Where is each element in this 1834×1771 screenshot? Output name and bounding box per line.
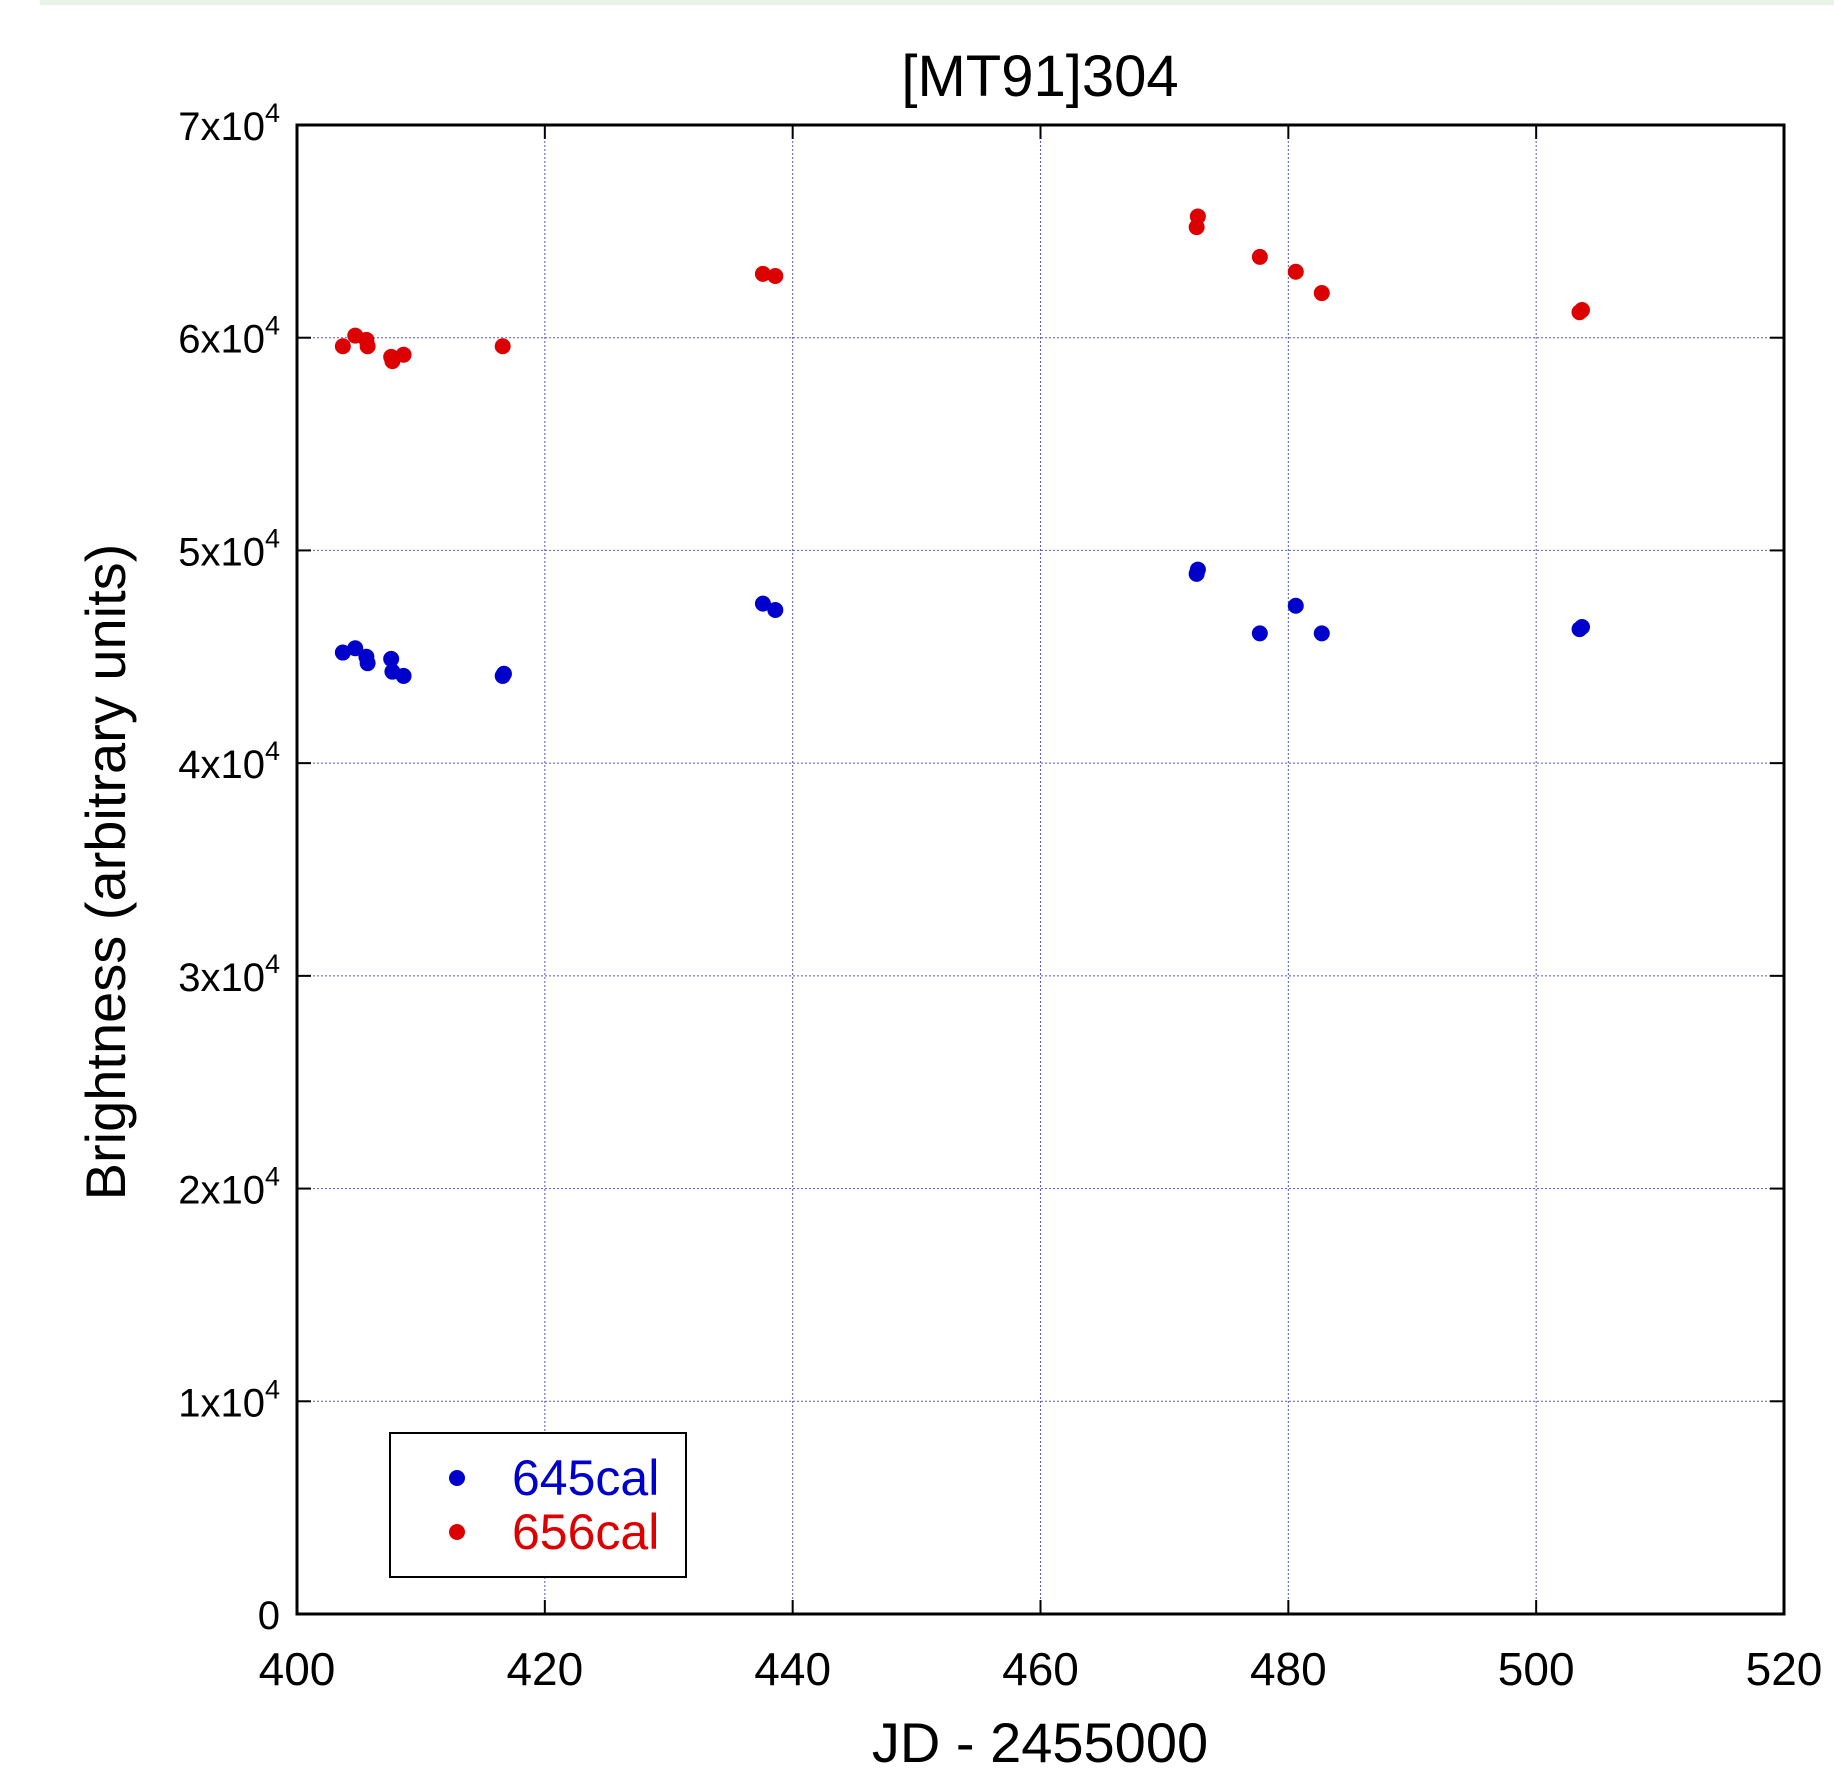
- data-point-645cal: [495, 665, 512, 682]
- data-point-645cal: [1313, 625, 1330, 642]
- data-points: [334, 208, 1591, 684]
- y-tick-label: 5x104: [178, 523, 280, 574]
- x-tick-label: 440: [754, 1643, 831, 1695]
- y-tick-label: 4x104: [178, 736, 280, 787]
- data-point-656cal: [494, 338, 511, 355]
- data-point-656cal: [395, 346, 412, 363]
- data-point-656cal: [1189, 208, 1206, 225]
- data-point-656cal: [1574, 302, 1591, 319]
- legend-marker: [449, 1524, 465, 1540]
- grid-lines: [297, 125, 1784, 1614]
- y-tick-label: 7x104: [178, 98, 280, 149]
- x-tick-label: 500: [1498, 1643, 1575, 1695]
- data-point-645cal: [767, 601, 784, 618]
- legend-box: [389, 1432, 687, 1578]
- chart-title: [MT91]304: [901, 44, 1178, 109]
- y-tick-label: 3x104: [178, 949, 280, 1000]
- x-tick-label: 400: [259, 1643, 336, 1695]
- data-point-645cal: [359, 655, 376, 672]
- data-point-645cal: [1189, 561, 1206, 578]
- top-band: [40, 0, 1834, 5]
- data-point-645cal: [1287, 597, 1304, 614]
- tick-labels: 400 420 440 460 480 500 520 0 1x104 2x104 3x104 4x1…: [178, 98, 1822, 1695]
- data-point-645cal: [1251, 625, 1268, 642]
- legend-label: 645cal: [512, 1450, 659, 1506]
- data-point-645cal: [754, 595, 771, 612]
- data-point-645cal: [395, 667, 412, 684]
- plot-frame: [295, 123, 1786, 1616]
- data-point-645cal: [347, 640, 364, 657]
- data-point-656cal: [1251, 248, 1268, 265]
- x-axis-label: JD - 2455000: [872, 1711, 1208, 1771]
- data-point-656cal: [754, 265, 771, 282]
- data-point-656cal: [334, 338, 351, 355]
- x-tick-label: 420: [506, 1643, 583, 1695]
- x-tick-label: 460: [1002, 1643, 1079, 1695]
- x-tick-label: 480: [1250, 1643, 1327, 1695]
- y-axis-label: Brightness (arbitrary units): [74, 544, 137, 1201]
- data-point-645cal: [334, 644, 351, 661]
- x-tick-label: 520: [1746, 1643, 1823, 1695]
- y-tick-label: 6x104: [178, 311, 280, 362]
- data-point-645cal: [1574, 619, 1591, 636]
- y-tick-label: 2x104: [178, 1162, 280, 1213]
- data-point-656cal: [767, 268, 784, 285]
- legend-marker: [449, 1470, 465, 1486]
- data-point-645cal: [383, 650, 400, 667]
- data-point-656cal: [1313, 285, 1330, 302]
- y-tick-label: 0: [258, 1594, 280, 1638]
- y-tick-label: 1x104: [178, 1374, 280, 1425]
- data-point-656cal: [359, 338, 376, 355]
- legend-label: 656cal: [512, 1504, 659, 1560]
- data-point-656cal: [1287, 263, 1304, 280]
